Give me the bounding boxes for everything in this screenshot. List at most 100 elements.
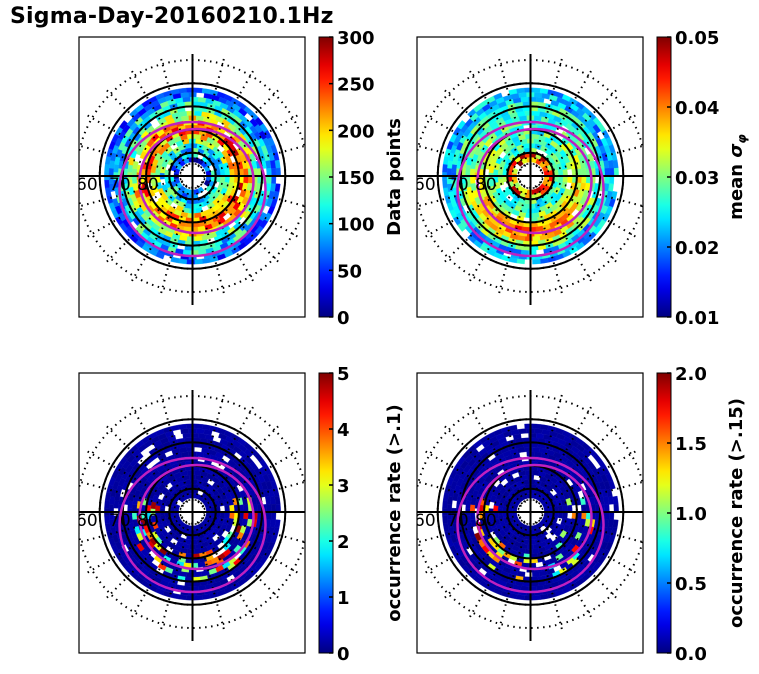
dotted-mlt-line [79,178,182,208]
latitude-label: 80 [137,175,159,195]
heatmap-cell [173,503,181,511]
panel-top-left: 60 70 80 0 50 100 150 200 250 300 Data points [78,28,405,329]
dotted-mlt-line [128,521,188,621]
colorbar-tick-label: 0.03 [675,168,719,189]
axes-content: 60 70 80 [414,390,643,641]
heatmap-cell [532,235,541,242]
colorbar-tick-label: 0 [337,644,350,665]
heatmap-cell [534,428,543,435]
heatmap-cell [608,167,615,177]
heatmap-cell [224,169,230,177]
latitude-label: 80 [475,511,497,531]
dotted-mlt-line [417,178,520,208]
axes-content: 60 70 80 [417,54,643,305]
dotted-mlt-line [497,390,529,502]
latitude-label: 80 [475,175,497,195]
dotted-mlt-line [441,519,524,602]
dotted-mlt-line [537,519,620,602]
dotted-mlt-line [497,54,529,166]
dotted-mlt-line [197,67,257,167]
axes-frame [416,36,644,318]
heatmap-cell [224,505,230,513]
heatmap-cell [270,167,277,177]
dotted-mlt-line [541,178,643,208]
latitude-label: 60 [76,511,98,531]
colorbar-tick-label: 1 [337,588,350,609]
dotted-mlt-line [497,522,529,634]
heatmap-cell [585,511,591,520]
dotted-mlt-line [417,480,520,510]
heatmap-cell [566,504,573,513]
heatmap-cell [532,87,541,94]
latitude-label: 70 [447,511,469,531]
dotted-mlt-line [537,183,620,266]
heatmap-cell [266,503,272,513]
heatmap-cell [266,167,272,177]
dotted-mlt-line [421,516,521,576]
dotted-mlt-line [194,54,226,166]
heatmap-cell [608,511,615,521]
oval-boundary-inner [138,463,255,571]
heatmap-cell [104,499,110,509]
dotted-mlt-line [83,516,183,576]
heatmap-cell [104,163,110,173]
dotted-mlt-line [532,390,564,502]
axes-content: 60 70 80 [76,390,305,641]
heatmap-cell [224,511,230,519]
heatmap-cell [518,428,527,435]
heatmap-cell [182,96,191,103]
dotted-mlt-line [535,521,595,621]
colorbar-label-text: mean [726,158,747,220]
oval-boundary-inner [476,463,593,571]
heatmap-cell [275,167,281,177]
heatmap-cell [194,423,203,430]
dotted-mlt-line [199,86,282,169]
heatmap-cell [182,249,191,256]
dotted-mlt-line [441,183,524,266]
heatmap-cell [608,175,615,185]
dotted-mlt-line [541,514,643,544]
axes-frame [78,36,306,318]
dotted-mlt-line [79,144,182,174]
dotted-mlt-line [441,86,524,169]
colorbar-label: occurrence rate (>.1) [384,404,405,621]
dotted-mlt-line [535,403,595,503]
heatmap-cell [134,452,144,462]
heatmap-cell [518,92,527,99]
colorbar [318,372,334,654]
heatmap-cell [566,175,573,184]
heatmap-cell [182,585,191,592]
heatmap-cell [520,585,529,592]
dotted-mlt-line [466,67,526,167]
dotted-mlt-line [537,86,620,169]
dotted-mlt-line [541,480,643,510]
dotted-mlt-line [466,521,526,621]
colorbar-tick-label: 2 [337,532,350,553]
dotted-mlt-line [540,112,640,172]
dotted-mlt-line [197,185,257,285]
dotted-mlt-line [103,519,186,602]
heatmap-cell [580,168,587,177]
heatmap-cell [604,503,610,513]
dotted-mlt-line [541,144,643,174]
heatmap-cell [194,594,203,601]
heatmap-cell [266,511,272,521]
dotted-mlt-line [159,54,191,166]
dotted-mlt-line [203,144,305,174]
dotted-mlt-line [202,180,302,240]
latitude-label: 70 [109,175,131,195]
heatmap-cell [275,503,281,513]
dotted-mlt-line [466,403,526,503]
latitude-label: 60 [414,511,436,531]
heatmap-cell [604,167,610,177]
dotted-mlt-line [128,185,188,285]
oval-boundary-inner [476,127,593,235]
heatmap-cell [228,511,235,520]
dotted-mlt-line [203,480,305,510]
dotted-mlt-line [128,67,188,167]
heatmap-cell [580,504,587,513]
dotted-mlt-line [103,183,186,266]
dotted-mlt-line [83,112,183,172]
dotted-mlt-line [194,186,226,298]
